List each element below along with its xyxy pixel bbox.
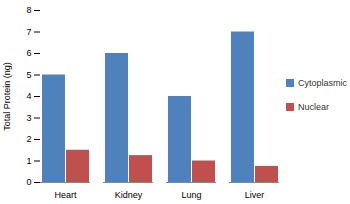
svg-text:5: 5 xyxy=(26,70,31,80)
html-text:Nuclear: Nuclear xyxy=(298,102,329,112)
svg-text:Lung: Lung xyxy=(181,190,201,200)
svg-text:Heart: Heart xyxy=(54,190,77,200)
svg-text:6: 6 xyxy=(26,48,31,58)
svg-text:2: 2 xyxy=(26,134,31,144)
svg-text:0: 0 xyxy=(26,177,31,187)
svg-text:Total Protein (ng): Total Protein (ng) xyxy=(2,62,12,131)
svg-text:Kidney: Kidney xyxy=(115,190,143,200)
svg-text:Liver: Liver xyxy=(245,190,265,200)
html-text:Cytoplasmic: Cytoplasmic xyxy=(298,78,347,88)
svg-text:3: 3 xyxy=(26,113,31,123)
svg-text:7: 7 xyxy=(26,27,31,37)
svg-text:8: 8 xyxy=(26,5,31,15)
svg-text:1: 1 xyxy=(26,156,31,166)
svg-text:4: 4 xyxy=(26,91,31,101)
